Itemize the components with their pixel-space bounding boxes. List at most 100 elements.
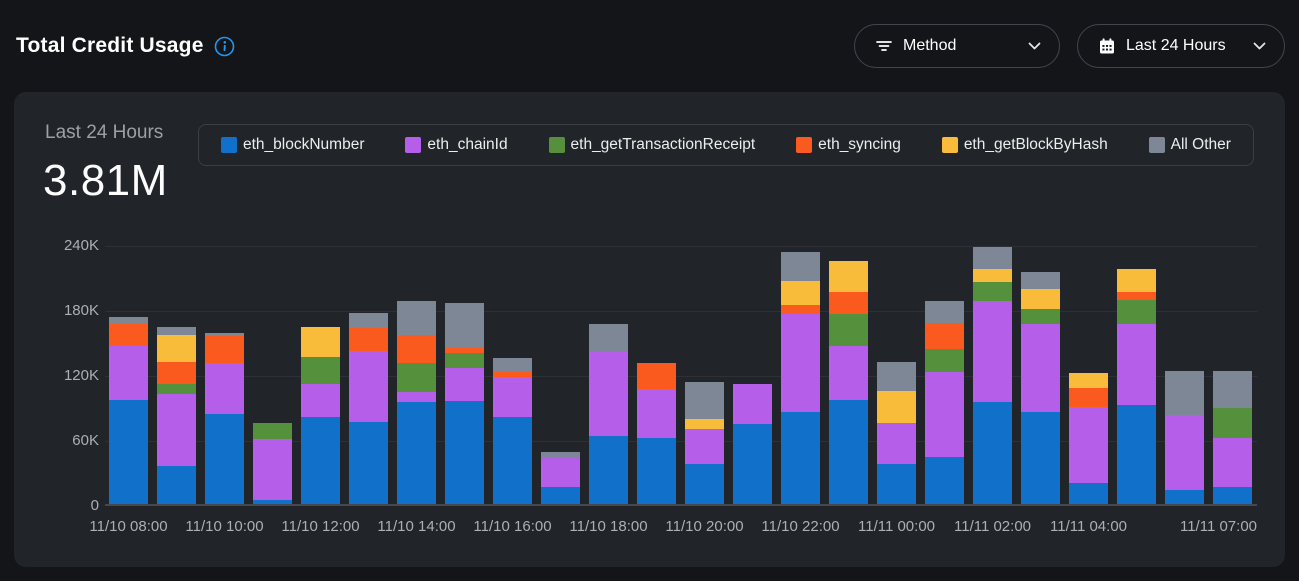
bar-segment[interactable] bbox=[781, 304, 820, 315]
bar-segment[interactable] bbox=[877, 463, 916, 504]
bar[interactable] bbox=[1069, 372, 1108, 504]
legend-item[interactable]: eth_syncing bbox=[796, 136, 901, 154]
bar-segment[interactable] bbox=[349, 313, 388, 328]
bar[interactable] bbox=[589, 324, 628, 504]
bar-segment[interactable] bbox=[1117, 268, 1156, 292]
legend-item[interactable]: eth_getBlockByHash bbox=[941, 136, 1108, 154]
bar[interactable] bbox=[877, 362, 916, 504]
bar-segment[interactable] bbox=[205, 332, 244, 337]
bar-segment[interactable] bbox=[493, 371, 532, 378]
bar-segment[interactable] bbox=[1165, 415, 1204, 490]
bar-segment[interactable] bbox=[109, 316, 148, 325]
bar-segment[interactable] bbox=[781, 411, 820, 504]
bar-segment[interactable] bbox=[1117, 405, 1156, 504]
bar-segment[interactable] bbox=[397, 402, 436, 504]
bar[interactable] bbox=[1165, 370, 1204, 504]
bar-segment[interactable] bbox=[973, 402, 1012, 504]
bar-segment[interactable] bbox=[109, 324, 148, 346]
bar-segment[interactable] bbox=[1069, 406, 1108, 484]
bar-segment[interactable] bbox=[1021, 308, 1060, 325]
bar-segment[interactable] bbox=[301, 327, 340, 357]
bar-segment[interactable] bbox=[1069, 372, 1108, 389]
bar[interactable] bbox=[1117, 268, 1156, 504]
legend-item[interactable]: eth_blockNumber bbox=[221, 136, 364, 154]
bar-segment[interactable] bbox=[685, 419, 724, 430]
bar-segment[interactable] bbox=[925, 457, 964, 504]
bar[interactable] bbox=[685, 381, 724, 504]
bar-segment[interactable] bbox=[253, 422, 292, 440]
bar-segment[interactable] bbox=[445, 367, 484, 402]
bar-segment[interactable] bbox=[877, 391, 916, 423]
bar-segment[interactable] bbox=[253, 439, 292, 500]
bar[interactable] bbox=[301, 327, 340, 504]
bar[interactable] bbox=[157, 327, 196, 504]
bar-segment[interactable] bbox=[973, 301, 1012, 403]
bar-segment[interactable] bbox=[157, 362, 196, 384]
bar-segment[interactable] bbox=[589, 352, 628, 436]
bar-segment[interactable] bbox=[973, 247, 1012, 269]
bar-segment[interactable] bbox=[157, 393, 196, 467]
time-range-dropdown[interactable]: Last 24 Hours bbox=[1077, 24, 1285, 68]
bar-segment[interactable] bbox=[493, 357, 532, 372]
bar-segment[interactable] bbox=[301, 417, 340, 504]
bar[interactable] bbox=[397, 301, 436, 504]
bar[interactable] bbox=[349, 313, 388, 504]
bar-segment[interactable] bbox=[685, 429, 724, 464]
bar-segment[interactable] bbox=[781, 314, 820, 412]
bar-segment[interactable] bbox=[157, 334, 196, 363]
bar-segment[interactable] bbox=[1021, 289, 1060, 309]
bar-segment[interactable] bbox=[301, 356, 340, 384]
bar[interactable] bbox=[493, 357, 532, 504]
bar-segment[interactable] bbox=[349, 327, 388, 352]
bar-segment[interactable] bbox=[925, 349, 964, 372]
bar-segment[interactable] bbox=[157, 383, 196, 394]
bar-segment[interactable] bbox=[445, 353, 484, 368]
bar-segment[interactable] bbox=[445, 348, 484, 354]
bar-segment[interactable] bbox=[1117, 300, 1156, 325]
bar-segment[interactable] bbox=[205, 363, 244, 415]
bar-segment[interactable] bbox=[157, 466, 196, 504]
bar-segment[interactable] bbox=[301, 383, 340, 418]
bar[interactable] bbox=[1213, 370, 1252, 504]
bar-segment[interactable] bbox=[685, 463, 724, 504]
bar-segment[interactable] bbox=[493, 377, 532, 418]
bar-segment[interactable] bbox=[1213, 437, 1252, 487]
bar-segment[interactable] bbox=[253, 499, 292, 504]
legend-item[interactable]: eth_chainId bbox=[405, 136, 508, 154]
bar-segment[interactable] bbox=[397, 301, 436, 336]
bar-segment[interactable] bbox=[1117, 324, 1156, 406]
bar-segment[interactable] bbox=[733, 383, 772, 424]
bar[interactable] bbox=[637, 363, 676, 504]
bar[interactable] bbox=[781, 251, 820, 504]
bar[interactable] bbox=[541, 452, 580, 504]
legend-item[interactable]: All Other bbox=[1148, 136, 1231, 154]
bar-segment[interactable] bbox=[1069, 483, 1108, 504]
bar-segment[interactable] bbox=[1117, 291, 1156, 301]
bar-segment[interactable] bbox=[1213, 486, 1252, 504]
bar-segment[interactable] bbox=[445, 401, 484, 504]
bar-segment[interactable] bbox=[973, 281, 1012, 302]
bar-segment[interactable] bbox=[1213, 370, 1252, 408]
bar[interactable] bbox=[925, 301, 964, 504]
bar[interactable] bbox=[445, 302, 484, 504]
bar[interactable] bbox=[253, 422, 292, 504]
bar-segment[interactable] bbox=[397, 363, 436, 393]
bar-segment[interactable] bbox=[877, 422, 916, 464]
bar-segment[interactable] bbox=[1069, 388, 1108, 407]
bar-segment[interactable] bbox=[925, 301, 964, 324]
bar-segment[interactable] bbox=[829, 291, 868, 315]
bar-segment[interactable] bbox=[925, 323, 964, 350]
bar-segment[interactable] bbox=[829, 345, 868, 400]
bar-segment[interactable] bbox=[541, 452, 580, 458]
method-filter-dropdown[interactable]: Method bbox=[854, 24, 1060, 68]
bar-segment[interactable] bbox=[1213, 407, 1252, 438]
bar-segment[interactable] bbox=[397, 335, 436, 364]
bar[interactable] bbox=[205, 332, 244, 504]
bar-segment[interactable] bbox=[973, 268, 1012, 282]
bar-segment[interactable] bbox=[829, 261, 868, 292]
bar-segment[interactable] bbox=[1021, 324, 1060, 412]
bar[interactable] bbox=[829, 261, 868, 504]
bar[interactable] bbox=[1021, 272, 1060, 504]
bar-segment[interactable] bbox=[781, 251, 820, 281]
bar-segment[interactable] bbox=[1021, 411, 1060, 504]
